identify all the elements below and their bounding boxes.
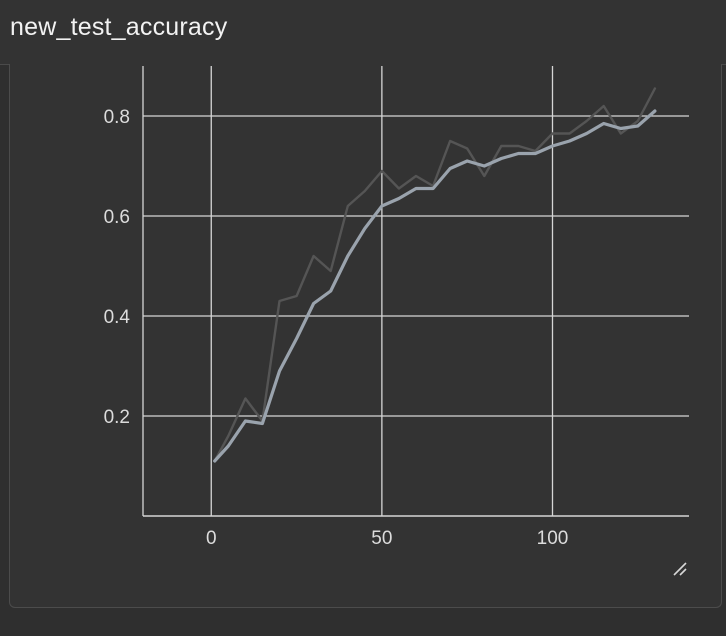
resize-handle-icon[interactable] (671, 560, 689, 578)
y-tick-label: 0.6 (104, 207, 130, 228)
series (213, 87, 657, 463)
raw-series-line (213, 87, 657, 463)
x-tick-label: 0 (206, 528, 217, 549)
chart-header: new_test_accuracy (0, 0, 726, 65)
axes (142, 66, 689, 517)
smoothed-series-line (213, 109, 657, 463)
grid (143, 66, 689, 516)
y-tick-label: 0.2 (104, 407, 130, 428)
x-tick-label: 100 (537, 528, 569, 549)
chart-title: new_test_accuracy (10, 13, 228, 41)
tick-labels: 0 50 100 0.2 0.4 0.6 0.8 (104, 107, 569, 549)
chart-card (9, 64, 722, 608)
y-tick-label: 0.4 (104, 307, 131, 328)
y-tick-label: 0.8 (104, 107, 130, 128)
x-tick-label: 50 (371, 528, 392, 549)
